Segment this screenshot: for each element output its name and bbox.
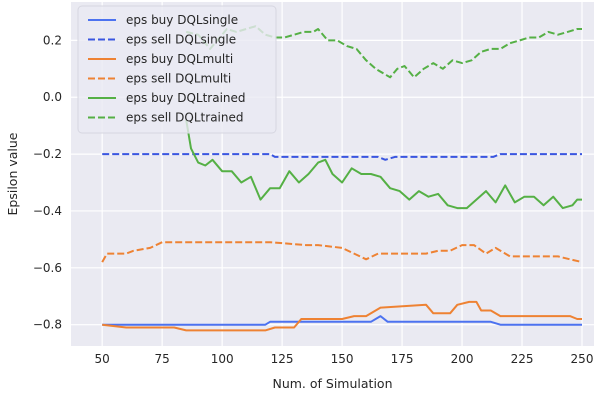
x-tick-label: 50: [95, 352, 110, 366]
x-tick-label: 150: [331, 352, 354, 366]
legend-frame: [77, 5, 277, 134]
legend-entry-label: eps buy DQLsingle: [126, 13, 238, 27]
y-tick-labels: −0.8 −0.6 −0.4 −0.2 0.0 0.2: [33, 33, 62, 331]
legend-entry-label: eps sell DQLsingle: [126, 33, 236, 47]
y-axis-label: Epsilon value: [5, 132, 20, 215]
series-line-6: [185, 25, 582, 79]
x-axis-label: Num. of Simulation: [272, 376, 392, 391]
y-tick-label: −0.2: [33, 147, 62, 161]
legend-entry-label: eps buy DQLmulti: [126, 52, 233, 66]
x-tick-labels: 50 75 100 125 150 175 200 225 250: [95, 352, 594, 366]
x-tick-label: 100: [211, 352, 234, 366]
series-group: [101, 25, 583, 332]
x-tick-label: 200: [451, 352, 474, 366]
legend: eps buy DQLsingle eps sell DQLsingle eps b…: [77, 5, 277, 134]
y-tick-label: −0.6: [33, 261, 62, 275]
series-line-1: [102, 315, 582, 326]
series-line-5: [185, 119, 582, 210]
y-tick-label: −0.4: [33, 204, 62, 218]
x-tick-label: 125: [271, 352, 294, 366]
x-tick-label: 75: [155, 352, 170, 366]
y-tick-label: 0.2: [43, 33, 62, 47]
legend-entry-label: eps sell DQLmulti: [126, 72, 231, 86]
legend-entry-label: eps buy DQLtrained: [126, 91, 246, 105]
x-tick-label: 175: [391, 352, 414, 366]
x-tick-label: 250: [571, 352, 594, 366]
y-tick-label: −0.8: [33, 318, 62, 332]
series-line-3: [102, 300, 582, 332]
y-tick-label: 0.0: [43, 90, 62, 104]
legend-entry-label: eps sell DQLtrained: [126, 111, 244, 125]
x-tick-label: 225: [511, 352, 534, 366]
series-line-2: [102, 153, 582, 161]
series-line-4: [101, 241, 583, 264]
